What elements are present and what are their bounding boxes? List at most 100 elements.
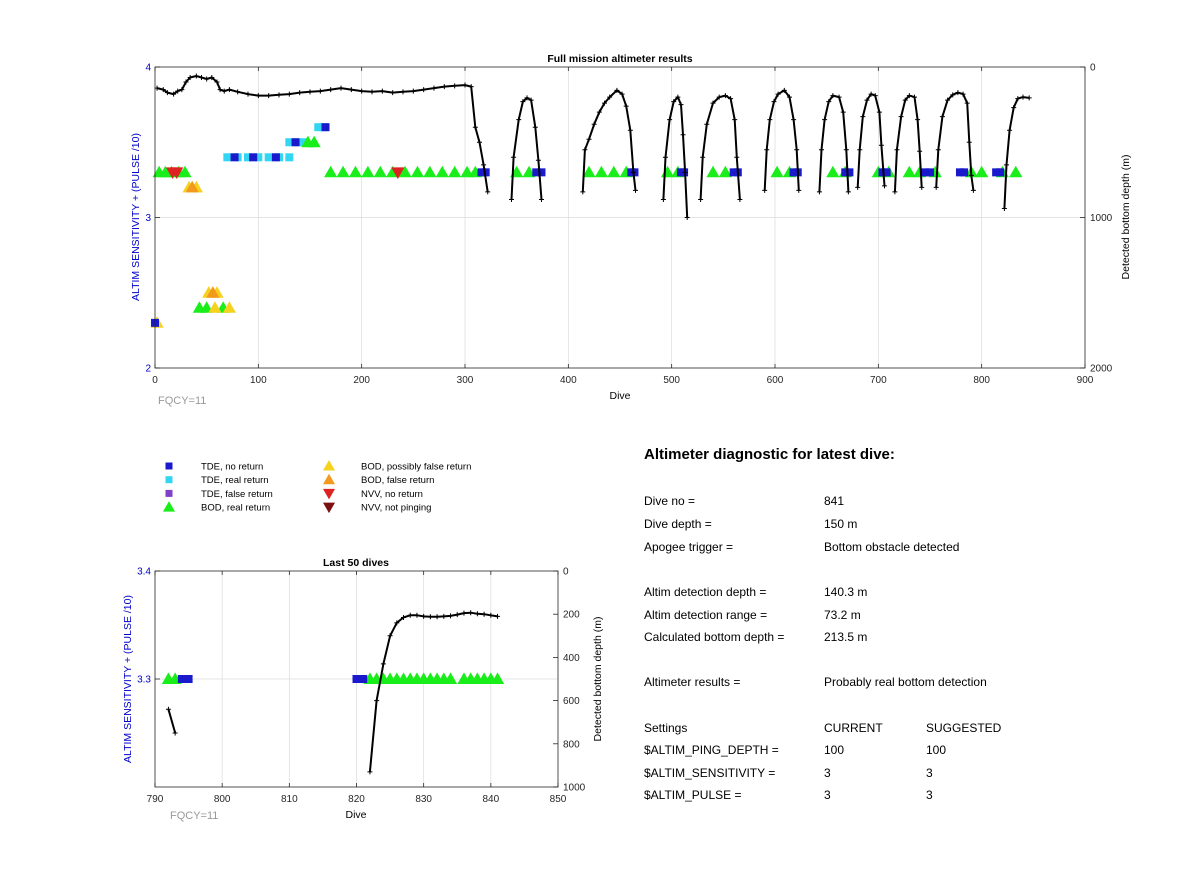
setting-suggested: 3 — [926, 766, 933, 780]
marker-bod-real-return — [594, 165, 608, 178]
depth-point — [441, 84, 447, 90]
depth-point — [1026, 95, 1032, 101]
depth-point — [297, 90, 303, 96]
depth-point — [968, 172, 974, 178]
marker-tde-no-return — [271, 153, 280, 162]
depth-point — [960, 91, 966, 97]
marker-bod-real-return — [443, 672, 458, 684]
depth-point — [367, 769, 373, 775]
x-tick-label: 800 — [973, 375, 990, 386]
marker-bod-real-return — [348, 165, 363, 178]
depth-point — [359, 88, 365, 94]
grid — [155, 67, 1085, 368]
depth-point — [700, 154, 706, 160]
legend-marker — [323, 488, 335, 500]
diag-label: Altim detection depth = — [644, 585, 767, 599]
depth-point — [660, 196, 666, 202]
marker-bod-real-return — [770, 165, 784, 178]
depth-point — [183, 79, 189, 85]
depth-point — [623, 103, 629, 109]
marker-bod-real-return — [423, 165, 437, 178]
depth-point — [682, 169, 688, 175]
depth-point — [950, 92, 956, 98]
marker-tde-no-return — [177, 675, 186, 683]
marker-tde-no-return — [537, 168, 546, 177]
depth-point — [667, 117, 673, 123]
marker-nvv-no-return — [170, 167, 184, 179]
depth-point — [602, 100, 607, 106]
depth-point — [894, 147, 900, 153]
legend-marker — [165, 489, 173, 497]
marker-bod-real-return — [307, 135, 321, 148]
depth-point — [509, 196, 514, 202]
y2-axis-label: Detected bottom depth (m) — [592, 617, 604, 742]
depth-point — [868, 91, 874, 97]
depth-point — [410, 88, 416, 94]
depth-line — [699, 94, 741, 200]
depth-point — [394, 620, 400, 626]
depth-point — [468, 84, 474, 90]
depth-point — [843, 147, 849, 153]
depth-point — [171, 91, 177, 97]
marker-bod-real-return — [361, 165, 375, 178]
y-tick-label: 3.4 — [137, 567, 151, 578]
y-tick-label: 3 — [145, 213, 151, 224]
x-tick-label: 830 — [415, 794, 432, 805]
depth-point — [524, 95, 530, 101]
y-axis-label: ALTIM SENSITIVITY + (PULSE /10) — [130, 133, 142, 301]
y-axis-label: ALTIM SENSITIVITY + (PULSE /10) — [122, 595, 134, 763]
marker-bod-real-return — [902, 165, 916, 178]
depth-point — [878, 142, 884, 148]
depth-point — [1011, 105, 1017, 111]
marker-bod-real-return — [200, 301, 214, 313]
x-tick-label: 800 — [214, 794, 231, 805]
marker-tde-real-return — [314, 123, 323, 132]
marker-tde-real-return — [223, 153, 232, 162]
depth-point — [235, 89, 241, 95]
depth-point — [728, 96, 734, 102]
depth-point — [912, 94, 917, 100]
depth-point — [704, 121, 710, 127]
depth-point — [826, 99, 832, 105]
setting-label: $ALTIM_PING_DEPTH = — [644, 743, 779, 757]
depth-point — [286, 91, 292, 97]
depth-point — [591, 121, 597, 127]
depth-point — [495, 613, 501, 619]
marker-tde-no-return — [920, 168, 929, 177]
x-tick-label: 850 — [550, 794, 567, 805]
depth-point — [226, 87, 232, 93]
depth-point — [448, 613, 454, 619]
x-tick-label: 700 — [870, 375, 887, 386]
depth-point — [175, 88, 181, 94]
depth-point — [511, 154, 517, 160]
depth-point — [154, 85, 160, 91]
depth-point — [732, 117, 738, 123]
x-tick-label: 500 — [663, 375, 680, 386]
depth-point — [857, 147, 863, 153]
depth-point — [964, 100, 970, 106]
marker-tde-real-return — [285, 153, 294, 162]
marker-tde-real-return — [285, 138, 294, 147]
depth-point — [902, 97, 908, 103]
legend-label: BOD, possibly false return — [361, 462, 471, 473]
diag-value: 73.2 m — [824, 608, 861, 622]
depth-point — [172, 730, 178, 736]
depth-point — [917, 148, 923, 154]
depth-point — [619, 91, 625, 97]
depth-point — [586, 136, 592, 142]
depth-point — [906, 93, 912, 99]
legend-marker — [323, 502, 335, 514]
depth-point — [582, 147, 588, 153]
marker-bod-real-return — [718, 165, 732, 178]
setting-current: 3 — [824, 766, 831, 780]
diag-label: Altimeter results = — [644, 675, 741, 689]
legend-item: BOD, possibly false return — [323, 460, 471, 473]
depth-point — [684, 215, 690, 220]
marker-bod-possibly-false — [222, 301, 236, 313]
depth-point — [764, 147, 770, 153]
depth-point — [214, 79, 220, 85]
legend-item: BOD, real return — [163, 501, 270, 514]
settings-header-suggested: SUGGESTED — [926, 721, 1002, 735]
marker-tde-no-return — [249, 153, 258, 162]
depth-point — [737, 196, 743, 202]
